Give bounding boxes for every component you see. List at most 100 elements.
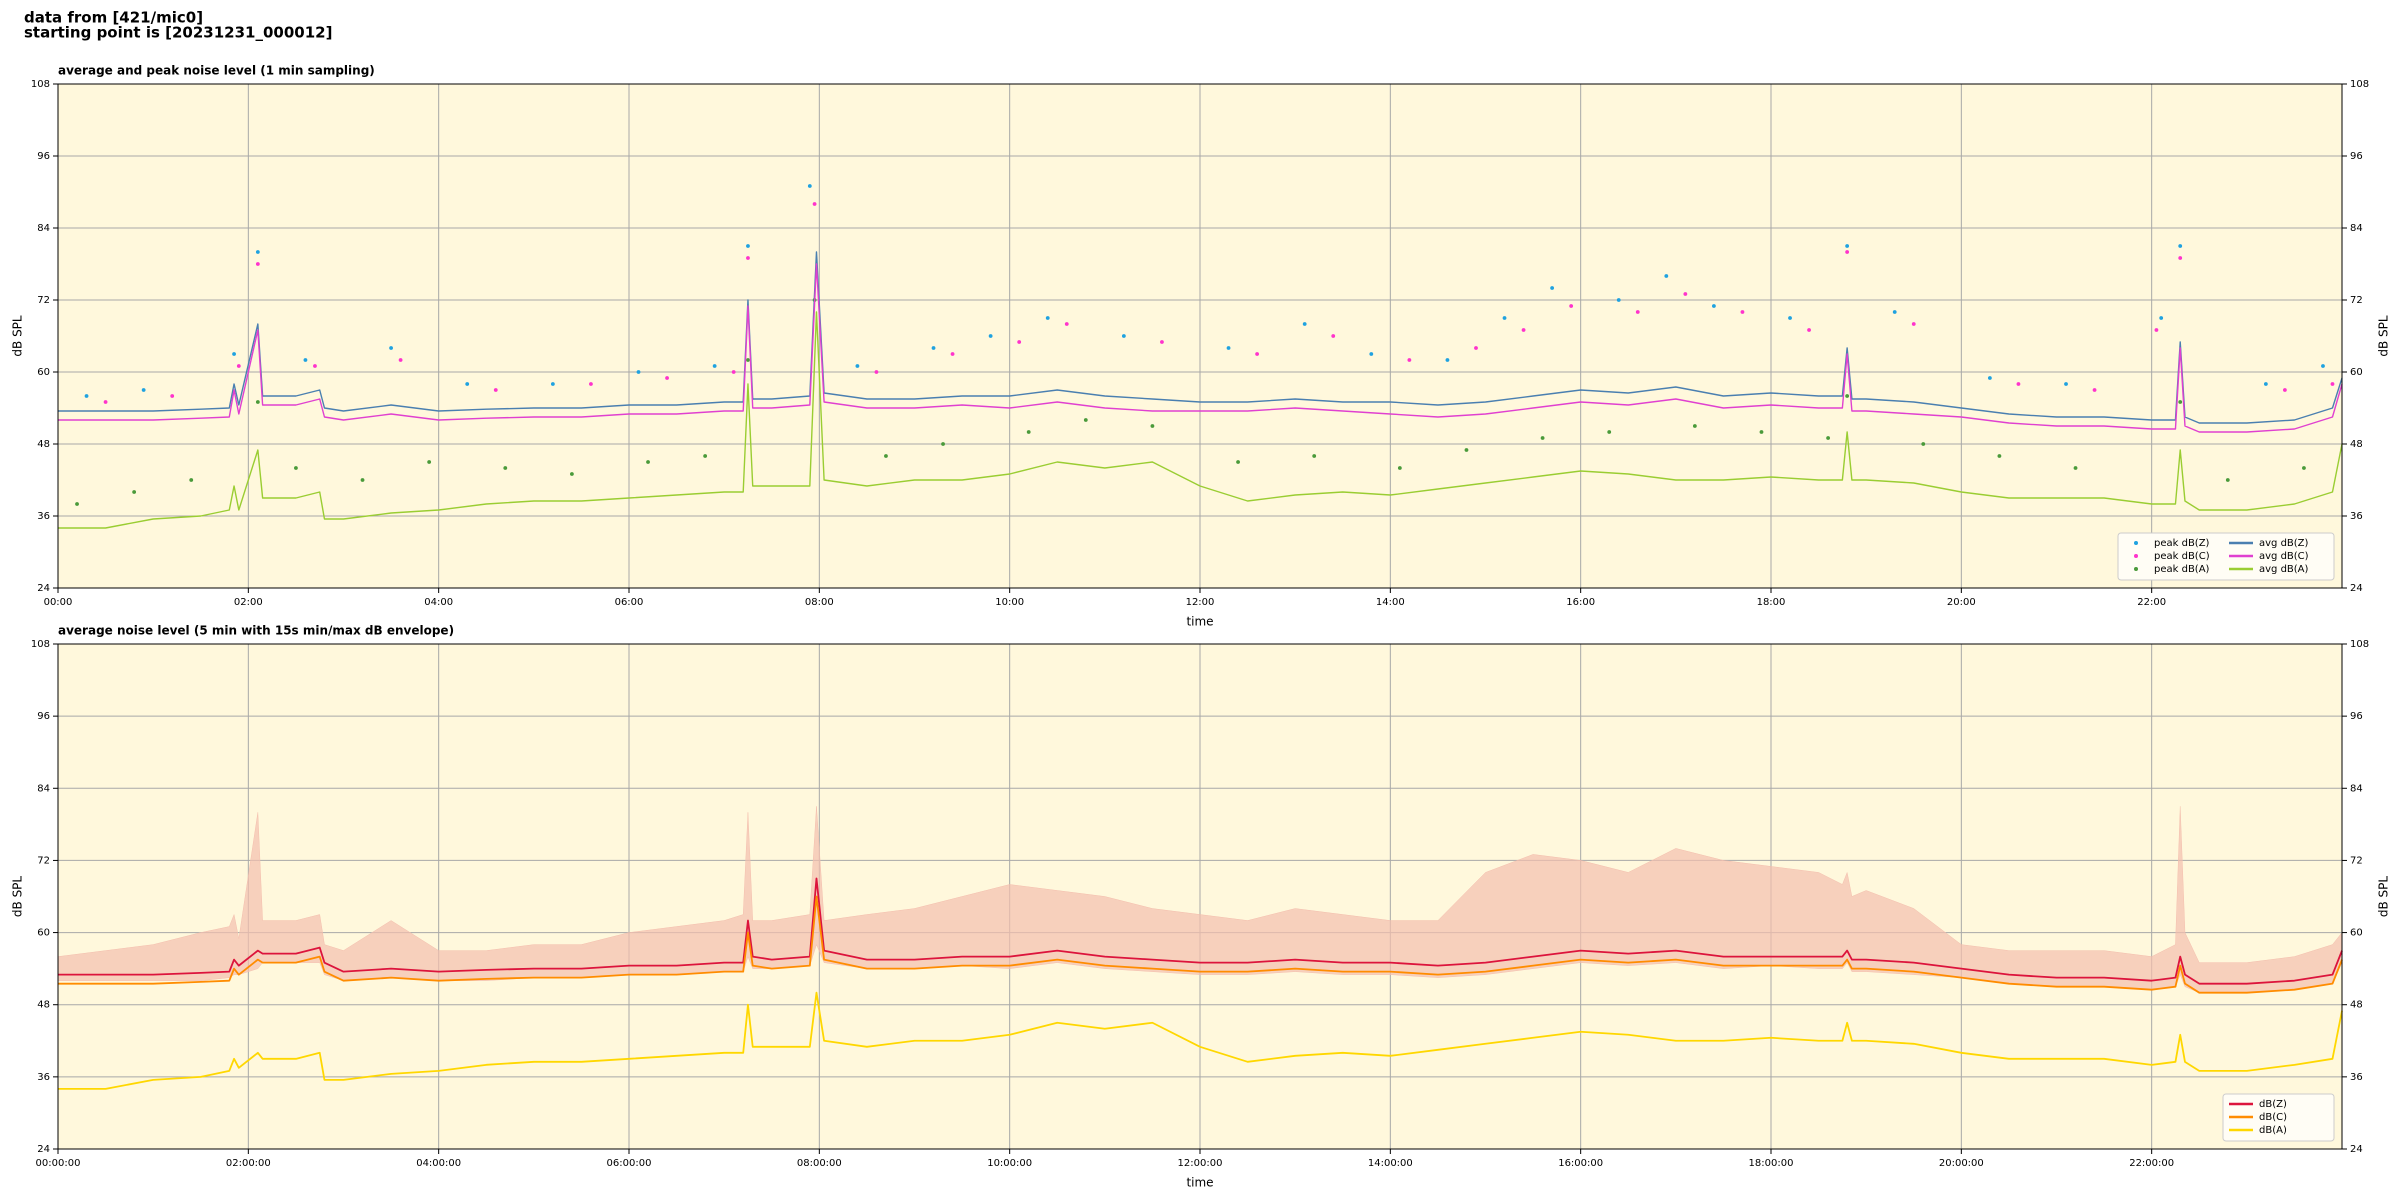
peak-point [812,202,817,206]
peak-point [132,490,137,494]
y-tick-label: 72 [2350,295,2363,306]
y-tick-label: 72 [37,295,50,306]
peak-point [313,364,317,368]
y-axis-title: dB SPL [2377,315,2391,357]
peak-point [665,376,669,380]
peak-point [589,382,593,386]
legend-label: peak dB(A) [2154,564,2210,575]
x-tick-label: 08:00 [805,597,834,608]
y-tick-label: 48 [2350,1000,2363,1011]
peak-point [2263,382,2268,386]
peak-point [389,346,393,350]
peak-point [75,502,79,506]
x-tick-label: 20:00:00 [1939,1158,1984,1169]
series-line [58,251,2343,424]
y-axis-title: dB SPL [11,315,25,357]
peak-point [1911,322,1916,326]
y-tick-label: 36 [37,1072,50,1083]
peak-point [255,400,260,404]
y-tick-label: 84 [37,223,50,234]
peak-point [2321,364,2325,368]
legend-label: avg dB(C) [2259,551,2309,562]
x-tick-label: 16:00:00 [1558,1158,1603,1169]
y-tick-label: 72 [2350,855,2363,866]
peak-point [1502,316,1507,320]
x-tick-label: 12:00 [1186,597,1215,608]
peak-point [1464,448,1469,452]
legend-label: dB(C) [2259,1112,2287,1123]
chart-title: average noise level (5 min with 15s min/… [58,624,454,638]
peak-point [360,478,365,482]
peak-point [2154,328,2159,332]
y-tick-label: 36 [2350,1072,2363,1083]
peak-point [236,364,241,368]
series-line [58,991,2343,1090]
y-tick-label: 24 [2350,1144,2363,1155]
peak-point [1845,250,1850,254]
y-tick-label: 36 [37,511,50,522]
y-tick-label: 36 [2350,511,2363,522]
x-tick-label: 22:00:00 [2129,1158,2174,1169]
peak-point [1987,376,1992,380]
y-tick-label: 108 [2350,79,2369,90]
peak-point [103,400,108,404]
peak-point [1845,394,1850,398]
peak-point [1160,340,1164,344]
y-tick-label: 84 [2350,783,2363,794]
series-line [58,877,2343,985]
series-line [58,311,2343,529]
peak-point [1845,244,1850,248]
y-tick-label: 96 [37,151,50,162]
peak-point [2064,382,2068,386]
peak-point [2302,466,2306,470]
y-tick-label: 48 [37,439,50,450]
peak-point [2330,382,2335,386]
peak-point [1664,274,1669,278]
y-tick-label: 24 [2350,583,2363,594]
peak-point [1026,430,1031,434]
peak-point [1807,328,1811,332]
y-tick-label: 96 [2350,151,2363,162]
peak-point [570,472,574,476]
x-tick-label: 06:00:00 [607,1158,652,1169]
peak-point [1255,352,1259,356]
x-tick-label: 16:00 [1566,597,1595,608]
y-tick-label: 48 [37,1000,50,1011]
y-tick-label: 48 [2350,439,2363,450]
peak-point [1692,424,1697,428]
peak-point [1569,304,1574,308]
x-tick-label: 18:00 [1757,597,1786,608]
peak-point [1369,352,1374,356]
peak-point [1083,418,1088,422]
peak-point [941,442,945,446]
series-line [58,263,2343,433]
peak-point [427,460,432,464]
y-axis-title: dB SPL [11,876,25,918]
peak-point [1150,424,1155,428]
peak-point [1712,304,1716,308]
peak-point [303,358,308,362]
peak-point [1121,334,1126,338]
peak-point [2073,466,2078,470]
peak-point [170,394,175,398]
peak-point [2178,256,2183,260]
y-tick-label: 96 [2350,711,2363,722]
peak-point [2178,400,2183,404]
peak-point [1997,454,2002,458]
peak-point [1826,436,1830,440]
peak-point [255,262,260,266]
y-tick-label: 108 [2350,639,2369,650]
peak-point [1397,466,1402,470]
peak-point [2016,382,2021,386]
y-tick-label: 60 [37,367,50,378]
plot-frame [57,643,2343,1150]
peak-point [1045,316,1050,320]
legend-label: avg dB(Z) [2259,538,2309,549]
peak-point [1550,286,1555,290]
peak-point [1892,310,1897,314]
peak-point [255,250,260,254]
y-tick-label: 84 [37,783,50,794]
x-tick-label: 04:00:00 [416,1158,461,1169]
